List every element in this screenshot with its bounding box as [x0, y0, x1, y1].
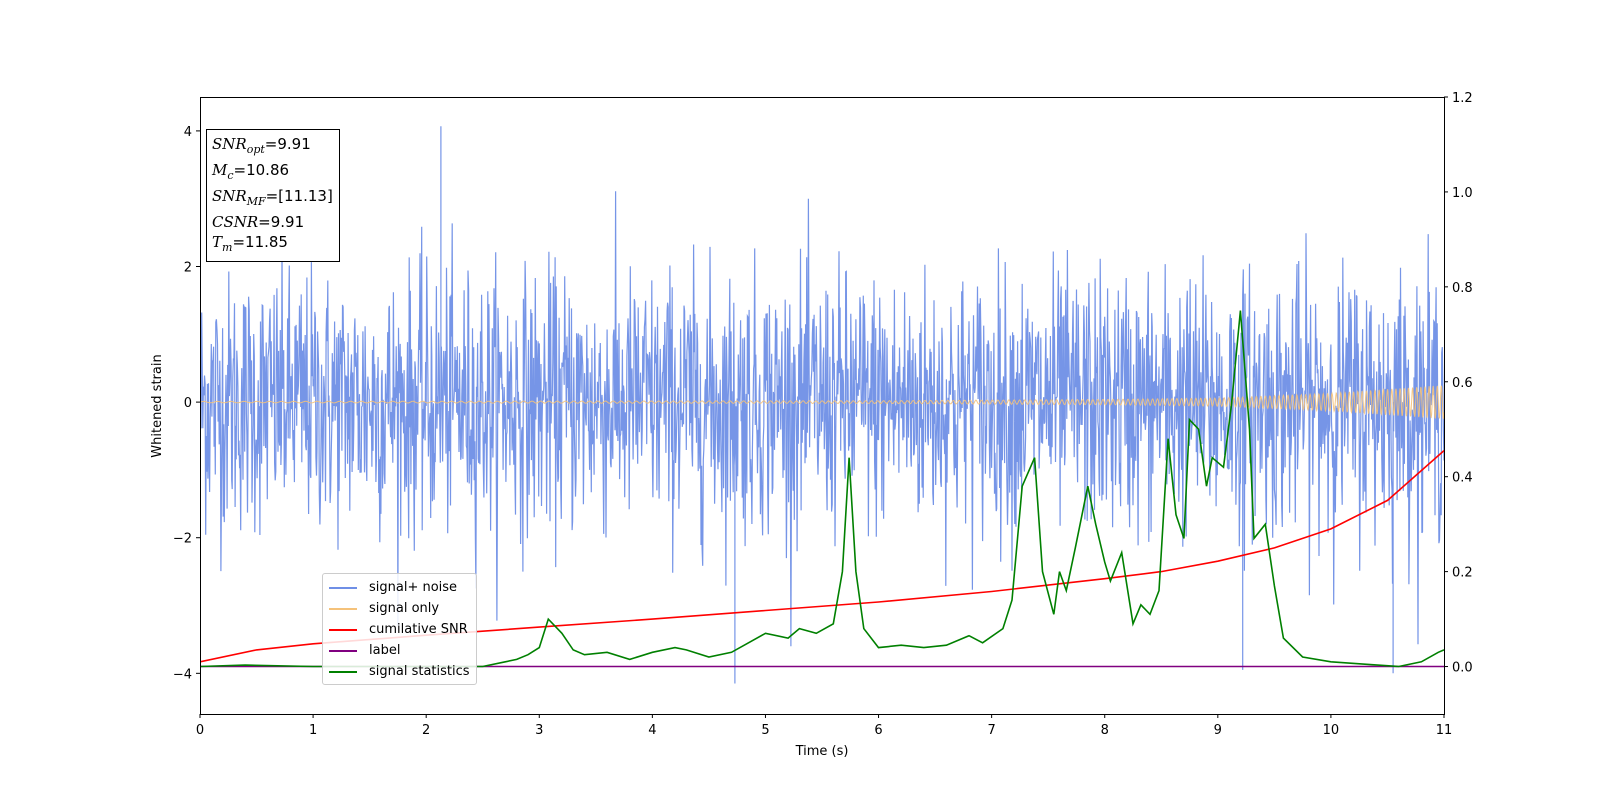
legend: signal+ noise signal only cumilative SNR la… — [322, 573, 477, 685]
legend-label: cumilative SNR — [369, 622, 468, 637]
y2-tick-label: 0.8 — [1452, 281, 1473, 296]
x-tick-label: 5 — [761, 723, 769, 738]
legend-label: signal statistics — [369, 664, 470, 679]
x-tick-label: 6 — [874, 723, 882, 738]
y-axis-label: Whitened strain — [150, 354, 165, 457]
x-tick-label: 3 — [535, 723, 543, 738]
y-tick-label: 2 — [184, 261, 192, 276]
y2-tick-label: 0.4 — [1452, 471, 1473, 486]
y2-tick-label: 0.2 — [1452, 566, 1473, 581]
legend-swatch — [329, 628, 357, 631]
legend-item: label — [329, 640, 470, 661]
y2-tick-label: 0.0 — [1452, 661, 1473, 676]
chirp-mass-line: Mc=10.86 — [212, 161, 290, 182]
x-tick-label: 0 — [196, 723, 204, 738]
legend-label: signal only — [369, 601, 440, 616]
x-tick-label: 7 — [987, 723, 995, 738]
legend-label: signal+ noise — [369, 580, 458, 595]
snr-mf-line: SNRMF=[11.13] — [212, 187, 333, 208]
series-signal-only — [200, 385, 1445, 420]
x-tick-label: 11 — [1436, 723, 1453, 738]
legend-label: label — [369, 643, 401, 658]
y-tick-label: −4 — [173, 667, 192, 682]
series-signal-noise — [200, 126, 1445, 684]
y-tick-label: 0 — [184, 396, 192, 411]
plot-frame — [200, 97, 1445, 715]
y2-tick-label: 0.6 — [1452, 376, 1473, 391]
legend-swatch — [329, 649, 357, 652]
x-tick-label: 4 — [648, 723, 656, 738]
legend-swatch — [329, 586, 357, 589]
y-tick-label: −2 — [173, 532, 192, 547]
legend-item: signal+ noise — [329, 577, 470, 598]
axis-ticks: 0 1 2 3 4 5 6 7 8 9 10 11 4 2 0 −2 −4 1.2 1.0 0.8 0.6 0.4 0.2 0… — [173, 91, 1473, 738]
legend-swatch — [329, 670, 357, 673]
y2-tick-label: 1.2 — [1452, 91, 1473, 106]
x-tick-label: 1 — [309, 723, 317, 738]
csnr-line: CSNR=9.91 — [212, 213, 305, 231]
legend-item: signal statistics — [329, 661, 470, 682]
snr-opt-line: SNRopt=9.91 — [212, 135, 311, 156]
x-tick-label: 10 — [1323, 723, 1340, 738]
legend-item: cumilative SNR — [329, 619, 470, 640]
y-tick-label: 4 — [184, 125, 192, 140]
x-tick-label: 8 — [1101, 723, 1109, 738]
y2-tick-label: 1.0 — [1452, 186, 1473, 201]
x-tick-label: 9 — [1214, 723, 1222, 738]
snr-info-box: SNRopt=9.91 Mc=10.86 SNRMF=[11.13] CSNR=… — [206, 129, 340, 262]
legend-item: signal only — [329, 598, 470, 619]
x-axis-label: Time (s) — [795, 744, 849, 759]
x-tick-label: 2 — [422, 723, 430, 738]
series-signal-statistics — [200, 310, 1445, 668]
legend-swatch — [329, 607, 357, 610]
merger-time-line: Tm=11.85 — [212, 233, 288, 254]
